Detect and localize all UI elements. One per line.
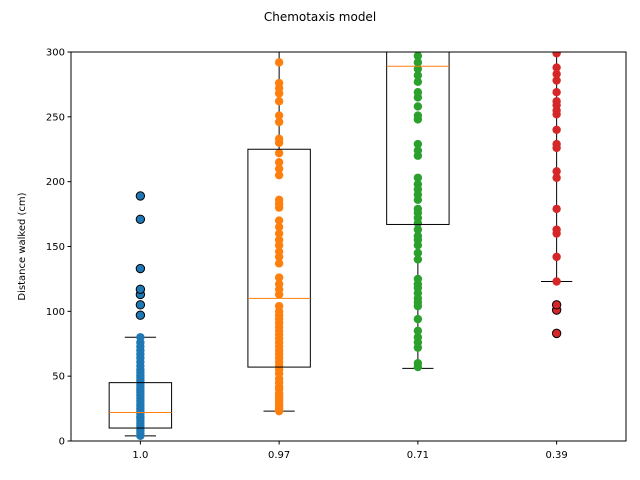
- data-point: [552, 225, 561, 234]
- data-point: [413, 111, 423, 120]
- x-tick-label: 0.97: [268, 450, 290, 461]
- data-point: [413, 146, 423, 155]
- data-point: [274, 158, 284, 167]
- data-point: [413, 58, 423, 67]
- data-point: [552, 125, 561, 134]
- data-point: [136, 333, 145, 342]
- data-point: [413, 314, 423, 324]
- data-point: [413, 204, 423, 214]
- data-point: [552, 167, 561, 176]
- data-point: [552, 87, 561, 97]
- data-point: [413, 180, 423, 189]
- data-point: [274, 195, 284, 205]
- data-point: [274, 259, 284, 268]
- data-point: [413, 225, 423, 234]
- x-tick-label: 1.0: [132, 450, 148, 461]
- data-point: [274, 117, 284, 127]
- outlier-point: [135, 310, 146, 320]
- data-point: [274, 235, 284, 245]
- y-tick-label: 150: [46, 242, 65, 253]
- outlier-point: [135, 214, 146, 224]
- data-point: [552, 97, 561, 106]
- outlier-point: [135, 284, 146, 294]
- box: [108, 382, 173, 429]
- data-point: [413, 173, 423, 182]
- data-point: [274, 111, 284, 120]
- data-point: [274, 229, 284, 238]
- y-tick-label: 250: [46, 112, 65, 123]
- data-point: [413, 77, 423, 87]
- box: [247, 148, 311, 368]
- data-point: [274, 164, 284, 173]
- data-point: [413, 326, 423, 335]
- data-point: [552, 204, 561, 214]
- y-axis-label: Distance walked (cm): [17, 192, 28, 300]
- data-point: [413, 71, 423, 80]
- data-point: [552, 252, 561, 262]
- data-layer: [108, 52, 588, 441]
- data-point: [413, 359, 423, 368]
- data-point: [413, 139, 423, 149]
- outlier-point: [551, 328, 562, 339]
- data-point: [413, 87, 423, 97]
- data-point: [413, 274, 423, 284]
- data-point: [552, 69, 561, 79]
- x-tick-label: 0.71: [407, 450, 429, 461]
- y-tick-label: 300: [46, 48, 65, 59]
- data-point: [413, 333, 423, 342]
- plot-area: 0 50 100 150 200 250 300 1.0 0.97 0.71 0.39: [46, 48, 627, 461]
- data-point: [274, 279, 284, 289]
- data-point: [274, 134, 284, 144]
- data-point: [274, 222, 284, 232]
- box: [386, 52, 450, 225]
- data-point: [552, 52, 561, 58]
- data-point: [274, 58, 284, 67]
- data-point: [274, 247, 284, 256]
- outlier-point: [135, 191, 146, 201]
- data-point: [413, 255, 423, 264]
- data-point: [274, 148, 284, 158]
- outlier-point: [135, 300, 146, 310]
- data-point: [552, 277, 561, 286]
- y-tick-label: 200: [46, 177, 65, 188]
- outlier-point: [551, 300, 562, 310]
- chart-title: Chemotaxis model: [264, 10, 376, 24]
- data-point: [274, 273, 284, 282]
- data-point: [413, 231, 423, 241]
- data-point: [413, 102, 423, 111]
- x-tick-label: 0.39: [545, 450, 567, 461]
- data-point: [274, 170, 284, 180]
- data-point: [552, 76, 561, 85]
- data-point: [274, 216, 284, 225]
- data-point: [552, 139, 561, 149]
- y-tick-label: 0: [59, 437, 65, 448]
- data-point: [274, 301, 284, 311]
- y-tick-label: 100: [46, 307, 65, 318]
- outlier-point: [135, 263, 146, 274]
- data-point: [552, 173, 561, 182]
- y-tick-label: 50: [52, 372, 65, 383]
- data-point: [413, 248, 423, 258]
- data-point: [274, 78, 284, 88]
- data-point: [274, 97, 284, 106]
- data-point: [413, 52, 423, 61]
- data-point: [552, 63, 561, 72]
